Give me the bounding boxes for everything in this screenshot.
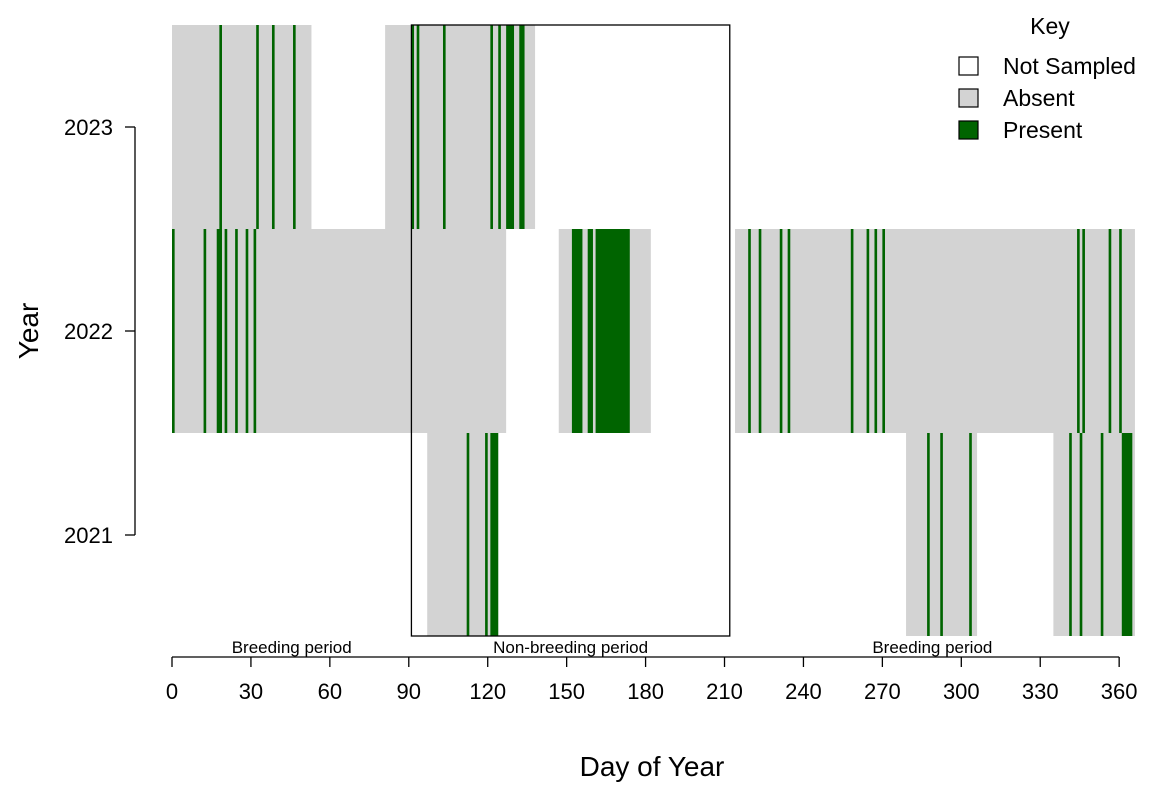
period-label: Breeding period xyxy=(872,638,992,657)
legend-swatch-absent xyxy=(958,88,979,108)
present-cell xyxy=(1121,433,1133,636)
present-cell xyxy=(571,229,583,433)
present-cell xyxy=(1077,229,1080,433)
present-cell xyxy=(874,229,878,433)
present-cell xyxy=(748,229,751,433)
present-cell xyxy=(866,229,870,433)
legend-swatch-present xyxy=(958,120,979,140)
present-cell xyxy=(485,433,488,636)
y-tick-label: 2023 xyxy=(64,115,113,140)
legend-label: Not Sampled xyxy=(1003,53,1136,79)
x-tick-label: 90 xyxy=(397,679,421,704)
x-tick-label: 330 xyxy=(1022,679,1059,704)
period-label: Breeding period xyxy=(232,638,352,657)
x-tick-label: 240 xyxy=(785,679,822,704)
present-cell xyxy=(595,229,630,433)
present-cell xyxy=(927,433,930,636)
present-cell xyxy=(519,25,525,229)
absent-cell xyxy=(172,229,507,433)
x-tick-label: 270 xyxy=(864,679,901,704)
x-tick-label: 180 xyxy=(627,679,664,704)
present-cell xyxy=(224,229,228,433)
y-tick-label: 2022 xyxy=(64,319,113,344)
legend-label: Absent xyxy=(1003,85,1075,111)
present-cell xyxy=(256,25,259,229)
present-cell xyxy=(498,25,501,229)
x-tick-label: 0 xyxy=(166,679,178,704)
x-tick-label: 300 xyxy=(943,679,980,704)
x-tick-label: 30 xyxy=(239,679,263,704)
legend-label: Present xyxy=(1003,117,1083,143)
x-tick-label: 120 xyxy=(469,679,506,704)
y-tick-label: 2021 xyxy=(64,523,113,548)
present-cell xyxy=(490,433,499,636)
present-cell xyxy=(1100,433,1104,636)
present-cell xyxy=(172,229,175,433)
x-tick-label: 150 xyxy=(548,679,585,704)
axes-layer: 0 30 60 90 120 150 180 210 240 270 300 330 360 2021 20… xyxy=(64,115,1137,704)
x-tick-label: 360 xyxy=(1101,679,1138,704)
period-labels-layer: Breeding period Non-breeding period Breedi… xyxy=(232,638,993,657)
present-cell xyxy=(506,25,515,229)
present-cell xyxy=(203,229,207,433)
present-cell xyxy=(587,229,593,433)
present-cell xyxy=(466,433,470,636)
present-cell xyxy=(216,229,222,433)
present-cell xyxy=(411,25,415,229)
legend: Key Not Sampled Absent Present xyxy=(958,13,1136,143)
present-cell xyxy=(779,229,783,433)
present-cell xyxy=(940,433,943,636)
present-cell xyxy=(235,229,238,433)
present-cell xyxy=(969,433,972,636)
present-cell xyxy=(219,25,222,229)
period-label: Non-breeding period xyxy=(493,638,648,657)
present-cell xyxy=(758,229,762,433)
nonbreeding-box xyxy=(410,24,731,637)
x-tick-label: 60 xyxy=(318,679,342,704)
cells-layer xyxy=(172,25,1135,636)
present-cell xyxy=(293,25,296,229)
legend-title: Key xyxy=(1030,13,1070,39)
y-axis-title: Year xyxy=(13,303,44,360)
present-cell xyxy=(245,229,249,433)
present-cell xyxy=(1082,229,1085,433)
present-cell xyxy=(1119,229,1122,433)
present-cell xyxy=(271,25,275,229)
legend-swatch-not-sampled xyxy=(958,56,979,76)
present-cell xyxy=(416,25,420,229)
absent-cell xyxy=(735,229,1135,433)
absent-cell xyxy=(172,25,312,229)
present-cell xyxy=(490,25,493,229)
present-cell xyxy=(882,229,886,433)
present-cell xyxy=(1069,433,1072,636)
present-cell xyxy=(1079,433,1083,636)
x-tick-label: 210 xyxy=(706,679,743,704)
present-cell xyxy=(253,229,257,433)
present-cell xyxy=(850,229,854,433)
absent-cell xyxy=(1053,433,1135,636)
present-cell xyxy=(442,25,446,229)
x-axis-title: Day of Year xyxy=(580,751,725,782)
present-cell xyxy=(787,229,791,433)
present-cell xyxy=(1108,229,1112,433)
period-box-layer xyxy=(410,24,731,637)
